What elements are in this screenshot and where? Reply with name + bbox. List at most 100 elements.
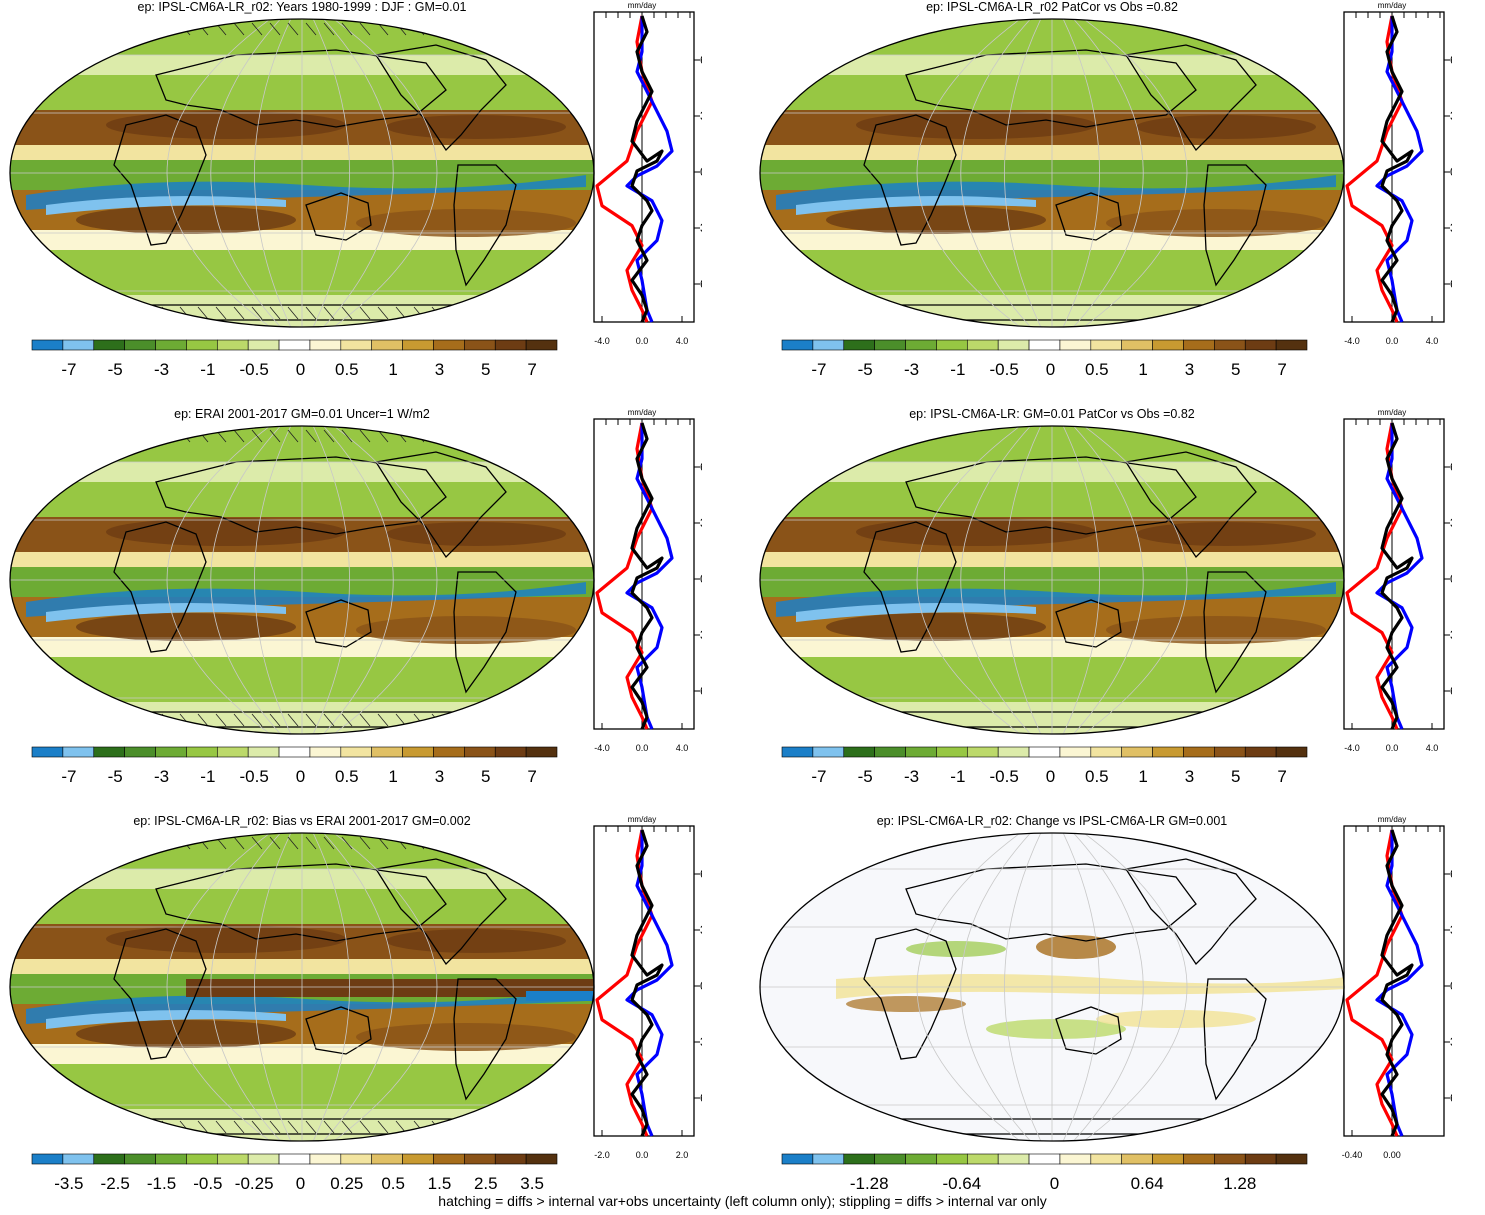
graticule-lon xyxy=(254,426,293,734)
colorbar-label: -7 xyxy=(61,360,76,379)
hatch-line xyxy=(107,429,119,443)
hatch-line xyxy=(557,1120,569,1134)
hatch-line xyxy=(449,713,461,727)
graticule-lon xyxy=(321,426,394,734)
change-patch xyxy=(986,1019,1126,1039)
colorbar-label: 0.5 xyxy=(335,767,359,786)
hatch-line xyxy=(269,22,281,36)
graticule-lon xyxy=(1004,833,1043,1141)
hatch-line xyxy=(323,306,335,320)
colorbar-swatch xyxy=(155,746,187,758)
x-tick-label: 4.0 xyxy=(1426,743,1439,753)
hatch-line xyxy=(557,429,569,443)
colorbar-label: -5 xyxy=(858,360,873,379)
colorbar-swatch xyxy=(247,746,280,758)
colorbar-label: 1 xyxy=(388,767,397,786)
coastline xyxy=(1203,978,1267,1101)
hatch-line xyxy=(287,306,299,320)
graticule-lon xyxy=(210,833,283,1141)
colorbar-label: 0.25 xyxy=(330,1174,363,1193)
hatch-line xyxy=(233,836,245,850)
coastline xyxy=(453,164,517,287)
hatch-line xyxy=(233,713,245,727)
colorbar-swatch xyxy=(1059,746,1092,758)
colorbar-swatch xyxy=(1214,339,1246,351)
colorbar-label: -7 xyxy=(811,360,826,379)
dry-core xyxy=(386,115,566,139)
colorbar-swatch xyxy=(1121,746,1153,758)
coastline xyxy=(1055,599,1122,648)
hatch-line xyxy=(485,1120,497,1134)
colorbar-swatch xyxy=(93,1153,125,1165)
y-tick-label: 30N xyxy=(700,109,702,123)
y-tick-label: 60N xyxy=(1450,460,1452,474)
hatch-line xyxy=(323,1120,335,1134)
graticule-lon xyxy=(1080,833,1188,1141)
y-tick-label: 30S xyxy=(1450,1035,1452,1049)
y-tick-label: 0 xyxy=(1450,165,1452,179)
colorbar-label: 3 xyxy=(1185,767,1194,786)
colorbar-swatch xyxy=(216,746,249,758)
graticule-lon xyxy=(1071,19,1144,327)
hatch-line xyxy=(467,306,479,320)
colorbar-swatch xyxy=(1244,746,1277,758)
hatch-line xyxy=(125,1120,137,1134)
graticule-lon xyxy=(1004,19,1043,327)
y-tick-label: 30S xyxy=(1450,221,1452,235)
coastline xyxy=(374,451,507,559)
wet-band xyxy=(46,603,286,622)
hatch-line xyxy=(485,306,497,320)
hatch-line xyxy=(71,1120,83,1134)
colorbar-label: -3 xyxy=(904,767,919,786)
hatch-line xyxy=(503,1120,515,1134)
colorbar-label: 1 xyxy=(388,360,397,379)
hatch-line xyxy=(287,1120,299,1134)
coastline xyxy=(374,858,507,966)
colorbar-swatch xyxy=(966,1153,999,1165)
dry-core xyxy=(356,616,576,644)
dry-core xyxy=(356,1023,576,1051)
hatch-line xyxy=(89,713,101,727)
hatch-line xyxy=(431,836,443,850)
colorbar-swatch xyxy=(186,339,218,351)
colorbar-swatch xyxy=(309,1153,342,1165)
x-tick-label: 4.0 xyxy=(676,743,689,753)
graticule-lon xyxy=(210,426,283,734)
coastline xyxy=(305,1006,372,1055)
hatch-line xyxy=(485,713,497,727)
colorbar-swatch xyxy=(936,1153,968,1165)
colorbar-label: -3 xyxy=(154,360,169,379)
x-tick-label: -2.0 xyxy=(594,1150,610,1160)
y-tick-label: 60N xyxy=(700,867,702,881)
hatch-line xyxy=(89,306,101,320)
dry-core xyxy=(826,206,1046,234)
graticule-lon xyxy=(1061,833,1100,1141)
hatch-line xyxy=(323,836,335,850)
dry-core xyxy=(856,111,1096,139)
change-patch xyxy=(906,941,1006,957)
coastline xyxy=(113,521,207,653)
hatch-line xyxy=(341,306,353,320)
colorbar-swatch xyxy=(402,339,434,351)
hatch-line xyxy=(35,1120,47,1134)
coastline xyxy=(1203,164,1267,287)
colorbar-label: -1 xyxy=(950,767,965,786)
hatch-line xyxy=(359,836,371,850)
graticule-lon xyxy=(1004,426,1043,734)
y-tick-label: 30S xyxy=(700,628,702,642)
dry-core xyxy=(386,522,566,546)
x-tick-label: -4.0 xyxy=(1344,336,1360,346)
hatch-line xyxy=(539,22,551,36)
world-map xyxy=(759,18,1345,328)
hatch-line xyxy=(197,713,209,727)
hatch-line xyxy=(287,713,299,727)
colorbar-swatch xyxy=(62,339,95,351)
hatch-line xyxy=(485,22,497,36)
hatch-line xyxy=(359,306,371,320)
map-title: ep: IPSL-CM6A-LR_r02: Change vs IPSL-CM6… xyxy=(876,814,1228,828)
hatch-line xyxy=(197,1120,209,1134)
coastline xyxy=(113,114,207,246)
colorbar-swatch xyxy=(216,339,249,351)
dry-core xyxy=(76,613,296,641)
colorbar-swatch xyxy=(278,339,311,351)
